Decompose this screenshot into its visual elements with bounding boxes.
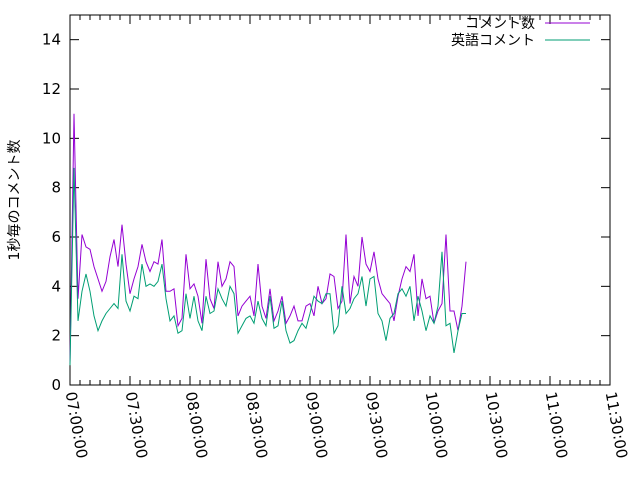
x-tick-label: 09:30:00 xyxy=(362,390,391,459)
y-tick-label: 8 xyxy=(51,179,61,197)
y-tick-label: 12 xyxy=(42,80,61,98)
y-tick-label: 14 xyxy=(42,31,61,49)
y-tick-label: 0 xyxy=(51,376,61,394)
y-axis-title: 1秒毎のコメント数 xyxy=(7,140,23,261)
x-tick-label: 10:00:00 xyxy=(422,390,451,459)
x-tick-label: 09:00:00 xyxy=(302,390,331,459)
series-line-2 xyxy=(69,167,466,366)
x-tick-label: 07:30:00 xyxy=(122,390,151,459)
plot-layer: 0 2 4 6 8 10 12 14 07:00:00 07:30:00 08:00:00 08:30… xyxy=(42,14,631,460)
y-tick-label: 4 xyxy=(51,277,61,295)
y-tick-label: 10 xyxy=(42,129,61,147)
x-tick-label: 11:30:00 xyxy=(602,390,631,459)
x-tick-label: 07:00:00 xyxy=(62,390,91,459)
x-tick-label: 08:00:00 xyxy=(182,390,211,459)
x-tick-label: 10:30:00 xyxy=(482,390,511,459)
legend-label: コメント数 xyxy=(465,16,535,32)
x-tick-label: 08:30:00 xyxy=(242,390,271,459)
x-tick-label: 11:00:00 xyxy=(542,390,571,459)
legend-label: 英語コメント xyxy=(451,32,535,49)
plot-frame xyxy=(69,14,611,386)
series-line-1 xyxy=(69,113,467,363)
y-tick-label: 6 xyxy=(51,228,61,246)
y-tick-label: 2 xyxy=(51,327,61,345)
